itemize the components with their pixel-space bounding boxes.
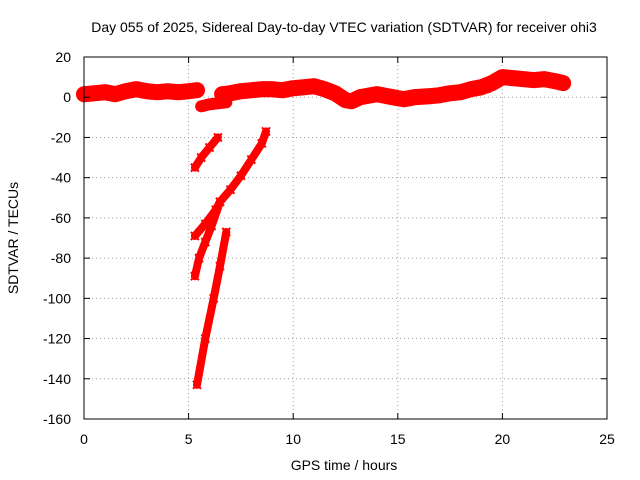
data-point bbox=[206, 221, 217, 231]
series-5 bbox=[190, 132, 223, 173]
series-7 bbox=[190, 197, 225, 281]
series-8 bbox=[192, 227, 231, 390]
data-point bbox=[89, 88, 100, 98]
x-tick-label: 15 bbox=[390, 431, 406, 447]
data-point bbox=[298, 82, 309, 92]
data-point bbox=[225, 185, 236, 195]
series-6 bbox=[190, 126, 271, 241]
series-band bbox=[195, 96, 233, 113]
series-3 bbox=[214, 69, 572, 110]
data-point bbox=[142, 86, 152, 96]
data-point bbox=[162, 86, 173, 96]
y-tick-label: -80 bbox=[51, 250, 71, 266]
series-band bbox=[75, 81, 206, 103]
data-point bbox=[225, 88, 236, 98]
data-point bbox=[539, 74, 549, 84]
data-point bbox=[100, 87, 110, 97]
data-point bbox=[257, 138, 267, 149]
y-tick-label: -140 bbox=[43, 371, 71, 387]
data-point bbox=[347, 96, 357, 106]
data-point bbox=[131, 84, 142, 94]
data-point bbox=[529, 75, 539, 85]
data-point bbox=[549, 76, 560, 86]
data-point bbox=[173, 87, 183, 97]
data-point bbox=[110, 89, 121, 99]
data-point bbox=[434, 90, 445, 100]
series-band bbox=[190, 133, 222, 172]
data-point bbox=[246, 85, 257, 95]
data-point bbox=[267, 84, 277, 94]
data-point bbox=[192, 85, 202, 95]
y-tick-label: -100 bbox=[43, 290, 71, 306]
data-point bbox=[215, 197, 225, 207]
data-point bbox=[288, 83, 298, 93]
data-point bbox=[194, 253, 204, 263]
y-tick-label: -160 bbox=[43, 411, 71, 427]
data-point bbox=[190, 231, 200, 241]
data-point bbox=[196, 101, 206, 111]
data-point bbox=[518, 74, 529, 84]
data-point bbox=[455, 87, 466, 97]
data-point bbox=[372, 89, 382, 99]
data-point bbox=[399, 94, 409, 104]
axis-ticks: 0 5 10 15 20 25 20 0 -20 -40 -60 -80 -100 -120 -140 -16… bbox=[43, 49, 615, 447]
y-tick-label: -20 bbox=[51, 129, 71, 145]
y-tick-label: -60 bbox=[51, 210, 71, 226]
data-point bbox=[204, 142, 215, 153]
y-tick-label: 20 bbox=[55, 49, 71, 65]
data-point bbox=[192, 380, 202, 390]
series-band bbox=[214, 69, 572, 110]
x-tick-label: 25 bbox=[599, 431, 615, 447]
series-4 bbox=[481, 73, 505, 94]
data-point bbox=[204, 99, 215, 109]
data-point bbox=[309, 81, 319, 91]
y-axis-label: SDTVAR / TECUs bbox=[5, 182, 21, 294]
data-point bbox=[217, 89, 227, 99]
data-point bbox=[355, 92, 365, 102]
data-point bbox=[466, 84, 476, 94]
data-point bbox=[445, 88, 455, 98]
data-series bbox=[75, 69, 572, 390]
data-point bbox=[278, 85, 288, 95]
data-point bbox=[121, 86, 131, 96]
data-point bbox=[190, 271, 200, 281]
x-tick-label: 10 bbox=[285, 431, 301, 447]
plot-border bbox=[83, 56, 608, 420]
x-tick-label: 5 bbox=[185, 431, 193, 447]
data-point bbox=[221, 227, 231, 237]
data-point bbox=[190, 162, 200, 173]
y-tick-label: -40 bbox=[51, 170, 71, 186]
data-point bbox=[196, 152, 206, 163]
data-point bbox=[382, 91, 393, 101]
x-tick-label: 0 bbox=[80, 431, 88, 447]
data-point bbox=[215, 261, 225, 271]
data-point bbox=[508, 73, 518, 83]
data-point bbox=[208, 293, 219, 304]
data-point bbox=[213, 132, 223, 143]
data-point bbox=[493, 74, 503, 84]
y-tick-label: -120 bbox=[43, 331, 71, 347]
y-tick-label: 0 bbox=[63, 89, 71, 105]
data-point bbox=[183, 86, 194, 96]
data-point bbox=[558, 78, 568, 88]
data-point bbox=[409, 92, 420, 102]
data-point bbox=[424, 91, 434, 101]
data-point bbox=[246, 154, 257, 165]
series-1 bbox=[75, 81, 206, 103]
chart-title: Day 055 of 2025, Sidereal Day-to-day VTE… bbox=[91, 19, 597, 35]
data-point bbox=[257, 84, 267, 94]
data-point bbox=[330, 88, 340, 98]
x-tick-label: 20 bbox=[495, 431, 511, 447]
data-point bbox=[236, 170, 246, 181]
data-point bbox=[261, 126, 271, 137]
data-point bbox=[487, 78, 497, 88]
data-point bbox=[319, 84, 330, 94]
data-point bbox=[152, 87, 162, 97]
data-point bbox=[200, 237, 211, 247]
x-axis-label: GPS time / hours bbox=[291, 457, 398, 473]
data-point bbox=[236, 86, 246, 96]
data-point bbox=[200, 333, 211, 344]
grid-lines bbox=[84, 57, 607, 419]
